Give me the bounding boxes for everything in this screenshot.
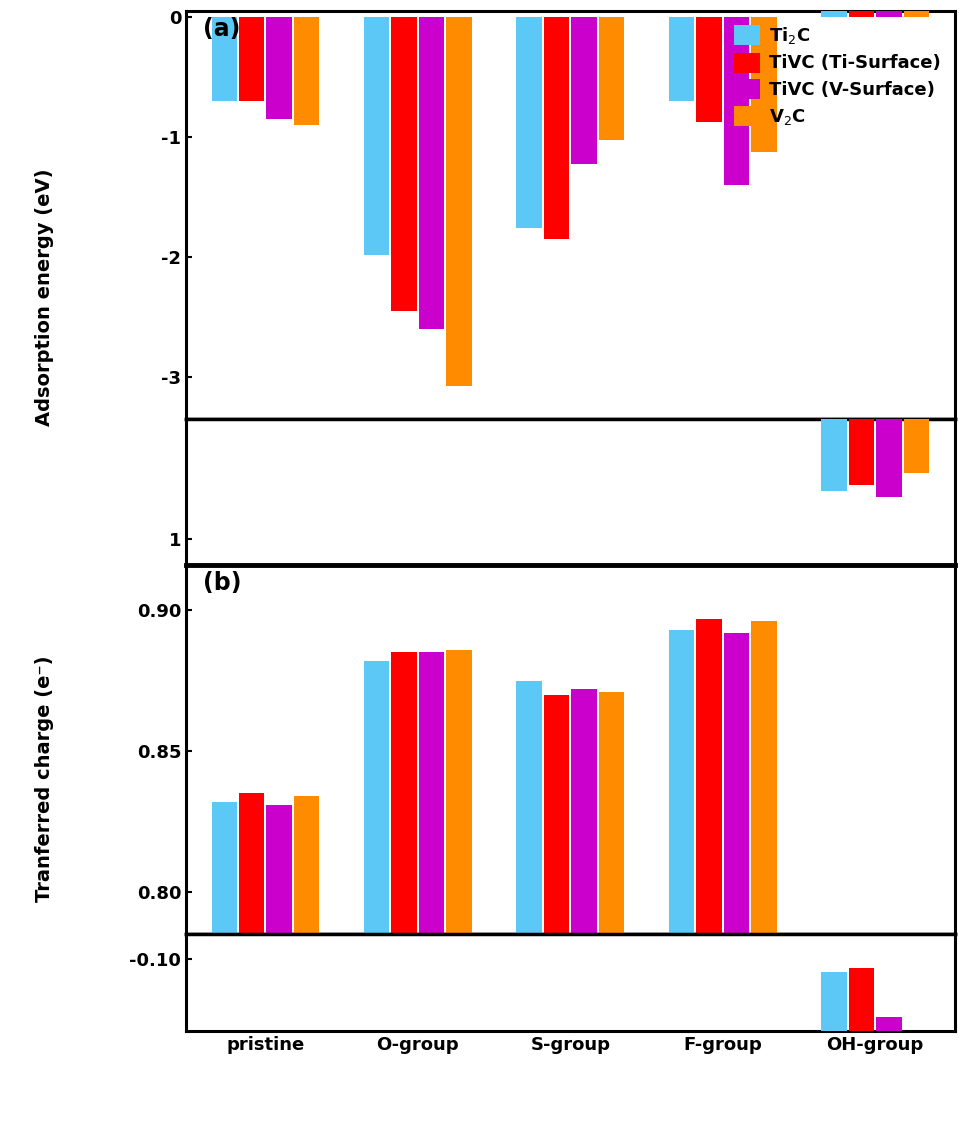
Bar <box>750 621 776 1121</box>
Bar <box>903 1031 928 1087</box>
Bar <box>516 209 541 419</box>
Bar <box>211 802 237 1121</box>
Bar <box>419 652 444 1121</box>
Bar <box>821 972 846 1031</box>
Bar <box>266 317 291 419</box>
Bar <box>516 680 541 1121</box>
Bar <box>239 335 264 419</box>
Bar <box>875 1017 901 1031</box>
Bar <box>544 1031 568 1121</box>
Bar <box>668 1031 693 1121</box>
Bar <box>750 286 776 419</box>
Bar <box>293 312 319 419</box>
Bar <box>266 17 291 119</box>
Bar <box>446 649 471 1121</box>
Bar <box>544 695 568 1121</box>
Bar <box>821 0 846 17</box>
Bar <box>516 17 541 229</box>
Bar <box>391 127 417 419</box>
Bar <box>695 619 721 1121</box>
Bar <box>391 652 417 1121</box>
Bar <box>599 692 623 1121</box>
Bar <box>723 1031 748 1121</box>
Bar <box>695 17 721 121</box>
Text: (b): (b) <box>202 571 242 594</box>
Text: Tranferred charge (e⁻): Tranferred charge (e⁻) <box>34 656 54 902</box>
Bar <box>446 53 471 419</box>
Bar <box>293 1031 319 1121</box>
Bar <box>848 419 873 485</box>
Bar <box>364 17 389 254</box>
Bar <box>544 198 568 419</box>
Bar <box>668 335 693 419</box>
Bar <box>750 1031 776 1121</box>
Bar <box>266 805 291 1121</box>
Bar <box>668 17 693 101</box>
Bar <box>293 796 319 1121</box>
Bar <box>875 0 901 17</box>
Bar <box>239 794 264 1121</box>
Bar <box>211 17 237 101</box>
Bar <box>391 1031 417 1121</box>
Text: Adsorption energy (eV): Adsorption energy (eV) <box>34 168 54 426</box>
Bar <box>599 1031 623 1121</box>
Bar <box>821 419 846 491</box>
Bar <box>364 1031 389 1121</box>
Bar <box>903 419 928 473</box>
Bar <box>723 632 748 1121</box>
Bar <box>391 17 417 312</box>
Bar <box>239 17 264 101</box>
Bar <box>903 0 928 17</box>
Bar <box>723 17 748 185</box>
Bar <box>516 1031 541 1121</box>
Bar <box>571 17 596 164</box>
Bar <box>419 17 444 330</box>
Bar <box>446 17 471 386</box>
Bar <box>599 297 623 419</box>
Legend: Ti$_2$C, TiVC (Ti-Surface), TiVC (V-Surface), V$_2$C: Ti$_2$C, TiVC (Ti-Surface), TiVC (V-Surf… <box>729 20 945 132</box>
Bar <box>750 17 776 151</box>
Bar <box>419 109 444 419</box>
Bar <box>599 17 623 140</box>
Bar <box>848 0 873 17</box>
Bar <box>419 1031 444 1121</box>
Bar <box>723 252 748 419</box>
Bar <box>668 630 693 1121</box>
Bar <box>571 274 596 419</box>
Bar <box>544 17 568 239</box>
Bar <box>239 1031 264 1121</box>
Bar <box>446 1031 471 1121</box>
Bar <box>695 1031 721 1121</box>
Bar <box>293 17 319 126</box>
Bar <box>266 1031 291 1121</box>
Bar <box>364 183 389 419</box>
Bar <box>364 660 389 1121</box>
Bar <box>848 969 873 1031</box>
Text: (a): (a) <box>202 17 240 41</box>
Bar <box>875 419 901 497</box>
Bar <box>211 1031 237 1121</box>
Bar <box>211 335 237 419</box>
Bar <box>571 689 596 1121</box>
Bar <box>571 1031 596 1121</box>
Bar <box>695 315 721 419</box>
